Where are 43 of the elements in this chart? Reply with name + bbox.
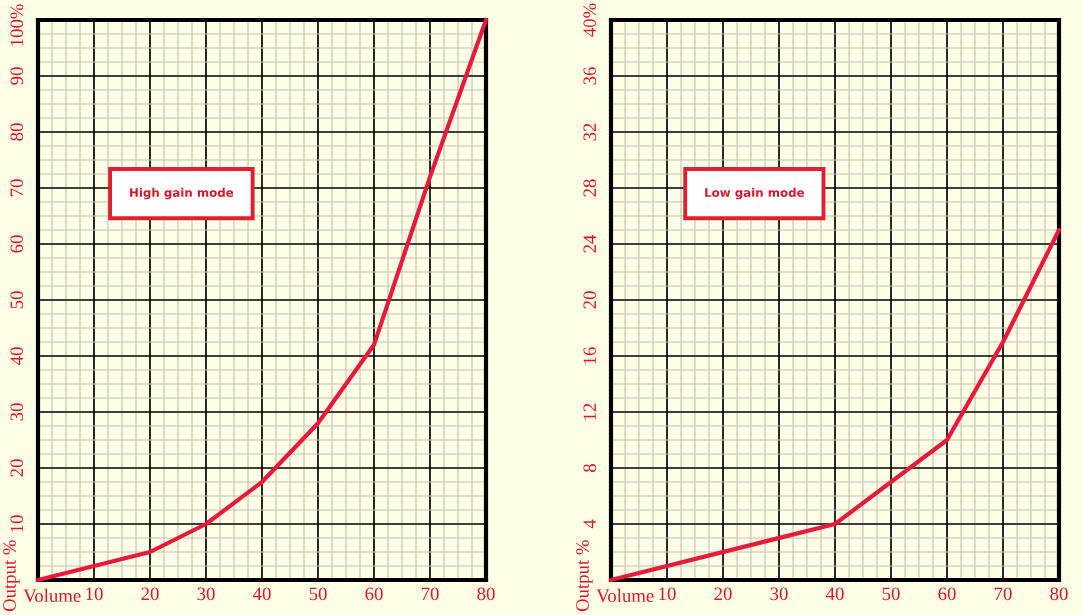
x-tick-label: 40	[825, 587, 844, 601]
y-tick-label: 8	[583, 464, 597, 472]
y-tick-label: 32	[583, 123, 597, 141]
y-tick-label: 28	[583, 179, 597, 197]
x-tick-label: 30	[197, 587, 215, 601]
x-tick-label: 50	[309, 587, 327, 601]
x-tick-label: 50	[882, 587, 900, 601]
x-tick-label: 80	[1050, 587, 1068, 601]
y-tick-label: 60	[10, 235, 24, 253]
x-tick-label: 10	[659, 587, 676, 601]
x-tick-label: 20	[714, 587, 732, 601]
y-tick-label: 20	[583, 291, 597, 309]
line-series	[35, 17, 489, 583]
x-tick-label: 70	[994, 587, 1012, 601]
y-tick-label: 30	[10, 403, 24, 421]
annotation: Low gain mode	[705, 187, 805, 200]
y-axis-title: Output %	[3, 540, 20, 612]
y-tick-label: 36	[583, 67, 597, 85]
y-tick-label: 40	[10, 347, 24, 366]
y-tick-label: 4	[583, 519, 596, 529]
x-tick-label: 10	[86, 587, 103, 601]
y-tick-label: 20	[10, 459, 24, 477]
x-tick-label: 30	[770, 587, 788, 601]
x-tick-label: 70	[421, 587, 439, 601]
y-tick-label: 70	[10, 179, 24, 197]
y-tick-label: 40%	[583, 3, 597, 37]
x-axis-title: Volume	[596, 588, 654, 603]
x-tick-label: 60	[365, 587, 383, 601]
x-axis-title: Volume	[23, 588, 81, 603]
y-axis-title: Output %	[576, 540, 593, 612]
y-tick-label: 100%	[10, 4, 24, 46]
y-tick-label: 16	[583, 347, 597, 364]
x-tick-label: 20	[141, 587, 159, 601]
annotation: High gain mode	[130, 187, 234, 200]
y-tick-label: 50	[10, 291, 24, 309]
y-tick-label: 24	[583, 234, 596, 253]
x-tick-label: 60	[938, 587, 956, 601]
y-tick-label: 80	[10, 123, 24, 141]
y-tick-label: 12	[583, 403, 596, 420]
x-tick-label: 40	[252, 587, 271, 601]
x-tick-label: 80	[477, 587, 495, 601]
y-tick-label: 10	[10, 515, 24, 532]
y-tick-label: 90	[10, 67, 24, 85]
